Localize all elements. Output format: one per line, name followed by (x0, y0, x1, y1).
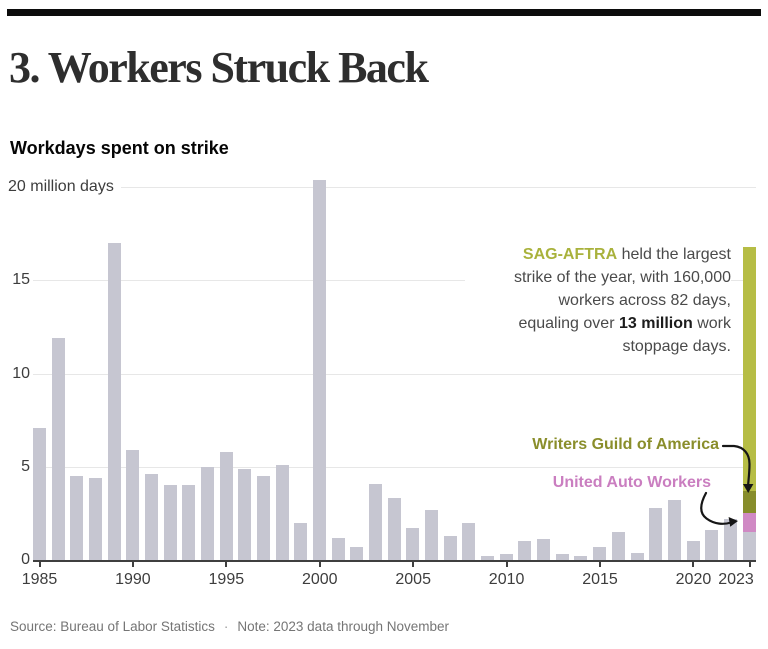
bar-1985 (33, 428, 46, 560)
x-tick-label-2015: 2015 (582, 571, 618, 588)
annotation-line5: stoppage days. (622, 338, 731, 355)
wga-callout-label: Writers Guild of America (530, 436, 721, 454)
gridline-5 (33, 466, 756, 468)
bar-2015 (593, 547, 607, 560)
x-tick-label-2000: 2000 (301, 571, 338, 588)
bar-1989 (107, 243, 121, 560)
bar-1998 (275, 465, 289, 560)
x-tick-2010 (505, 562, 508, 567)
top-rule (7, 9, 761, 16)
bar-1995 (219, 452, 233, 560)
x-tick-1985 (38, 562, 41, 567)
bar-2000 (313, 180, 327, 560)
bar-1992 (163, 485, 177, 560)
gridline-20 (33, 187, 756, 188)
bar-2006 (425, 510, 439, 560)
x-tick-2015 (599, 562, 601, 567)
bar-1997 (257, 476, 271, 560)
x-tick-label-2020: 2020 (675, 571, 712, 588)
bar-2004 (387, 498, 401, 560)
bar-2017 (630, 553, 644, 560)
sag-aftra-name: SAG-AFTRA (522, 246, 618, 263)
bar-2022 (723, 519, 737, 560)
x-tick-2023 (748, 562, 751, 567)
x-tick-1990 (131, 562, 134, 567)
segment-writers-guild-of-america (742, 491, 756, 513)
bar-1996 (238, 469, 252, 560)
annotation-line1: held the largest (617, 246, 731, 263)
bar-2020 (686, 541, 700, 560)
gridline-10 (33, 373, 756, 375)
bar-2002 (350, 547, 364, 560)
x-tick-label-2005: 2005 (395, 571, 431, 588)
gridline-15 (33, 280, 756, 282)
bar-2014 (574, 556, 588, 560)
x-tick-2005 (412, 562, 415, 567)
bar-2013 (555, 554, 569, 560)
bar-1993 (182, 485, 196, 560)
x-tick-label-2010: 2010 (488, 571, 525, 588)
bar-2007 (443, 536, 457, 560)
y-tick-label-5: 5 (21, 457, 30, 475)
annotation-line2: strike of the year, with 160,000 (513, 269, 731, 286)
annotation-line3: workers across 82 days, (558, 292, 731, 309)
y-tick-label-0: 0 (21, 551, 30, 568)
x-tick-2020 (692, 562, 695, 567)
x-axis-baseline (33, 560, 756, 562)
x-tick-label-1985: 1985 (21, 571, 58, 588)
footer-separator: · (223, 619, 229, 634)
sag-aftra-annotation: SAG-AFTRA held the largest strike of the… (465, 243, 731, 358)
uaw-callout-label: United Auto Workers (550, 474, 713, 492)
bar-2009 (481, 556, 495, 560)
bar-2010 (499, 554, 513, 560)
data-note: Note: 2023 data through November (237, 619, 450, 634)
segment-sag-aftra (742, 247, 756, 491)
bar-2012 (537, 539, 551, 560)
y-tick-label-20: 20 million days (8, 178, 121, 196)
bar-2011 (518, 541, 532, 560)
bar-2008 (462, 523, 476, 560)
x-tick-label-1990: 1990 (115, 571, 151, 588)
bar-1999 (294, 523, 308, 560)
bar-2016 (611, 532, 625, 560)
bar-1994 (201, 467, 215, 560)
bar-1986 (51, 338, 65, 560)
segment-united-auto-workers (742, 513, 756, 532)
x-tick-label-2023: 2023 (718, 571, 754, 588)
x-tick-label-1995: 1995 (208, 571, 245, 588)
segment-other-strikes (742, 532, 756, 560)
source-note: Source: Bureau of Labor Statistics (10, 619, 215, 634)
annotation-13-million: 13 million (618, 315, 693, 332)
page-title: 3. Workers Struck Back (9, 43, 429, 92)
bar-1988 (89, 478, 103, 560)
bar-1990 (126, 450, 140, 560)
stacked-bar-2023 (742, 247, 756, 560)
bar-2018 (649, 508, 663, 560)
bar-1991 (145, 474, 159, 560)
bar-1987 (70, 476, 84, 560)
bar-2001 (331, 538, 345, 560)
chart-subtitle: Workdays spent on strike (10, 138, 229, 158)
bar-2003 (369, 484, 383, 560)
annotation-line4: equaling over (518, 315, 619, 332)
y-tick-label-15: 15 (12, 271, 30, 289)
bars-container (33, 180, 756, 560)
annotation-line4-end: work (692, 315, 731, 332)
y-tick-label-10: 10 (12, 364, 30, 382)
x-tick-1995 (225, 562, 228, 567)
bar-2019 (667, 500, 681, 560)
bar-2021 (705, 530, 719, 560)
bar-2005 (406, 528, 420, 560)
x-tick-2000 (318, 562, 321, 567)
footer: Source: Bureau of Labor Statistics · Note:… (10, 619, 449, 634)
